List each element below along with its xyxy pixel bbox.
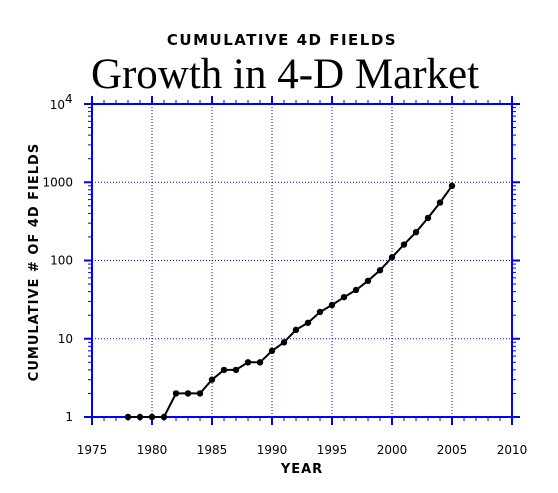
y-tick-label: 1000 xyxy=(42,175,73,189)
data-point xyxy=(220,366,228,374)
data-point xyxy=(436,199,444,206)
x-tick-label: 1990 xyxy=(257,443,288,457)
data-point xyxy=(244,359,252,366)
data-point xyxy=(340,293,348,301)
x-tick-label: 1975 xyxy=(77,443,108,457)
data-point xyxy=(364,277,372,285)
data-point xyxy=(160,413,168,421)
x-tick-label: 1995 xyxy=(317,443,348,457)
data-point xyxy=(292,326,300,334)
data-point xyxy=(208,376,216,383)
x-tick-label: 2000 xyxy=(377,443,408,457)
x-tick-label: 1980 xyxy=(137,443,168,457)
data-point xyxy=(424,214,432,222)
data-point xyxy=(448,182,456,190)
chart-title: Growth in 4-D Market xyxy=(91,51,479,98)
chart-subtitle: CUMULATIVE 4D FIELDS xyxy=(167,31,397,49)
data-point xyxy=(280,339,288,346)
data-point xyxy=(388,254,396,261)
data-point xyxy=(304,319,312,326)
y-tick-label: 1 xyxy=(65,410,73,424)
data-point xyxy=(256,359,264,366)
data-point xyxy=(172,390,180,397)
data-point xyxy=(316,308,324,316)
data-series xyxy=(124,182,456,421)
data-point xyxy=(148,413,156,421)
data-point xyxy=(352,286,360,294)
data-point xyxy=(412,228,420,236)
data-point xyxy=(400,241,408,248)
x-tick-label: 2005 xyxy=(437,443,468,457)
data-point xyxy=(376,267,384,274)
y-axis-title: CUMULATIVE # OF 4D FIELDS xyxy=(27,143,42,381)
data-point xyxy=(268,347,276,355)
data-point xyxy=(136,413,144,421)
data-point xyxy=(124,413,132,421)
data-point xyxy=(328,301,336,309)
x-tick-label: 1985 xyxy=(197,443,228,457)
grid-lines xyxy=(92,104,512,417)
y-tick-label-top: 10 xyxy=(50,98,65,112)
data-point xyxy=(232,366,240,374)
data-point xyxy=(184,390,192,397)
y-tick-label: 10 xyxy=(58,332,73,346)
y-tick-label: 100 xyxy=(50,254,73,268)
data-point xyxy=(196,390,204,397)
x-tick-label: 2010 xyxy=(497,443,528,457)
axis-ticks xyxy=(84,96,520,425)
series-line xyxy=(128,185,453,418)
x-axis-title: YEAR xyxy=(280,462,323,477)
tick-labels: 1975 1980 1985 1990 1995 2000 2005 2010 1 10 100 10… xyxy=(42,92,527,457)
y-tick-label-top-exponent: 4 xyxy=(65,92,73,106)
